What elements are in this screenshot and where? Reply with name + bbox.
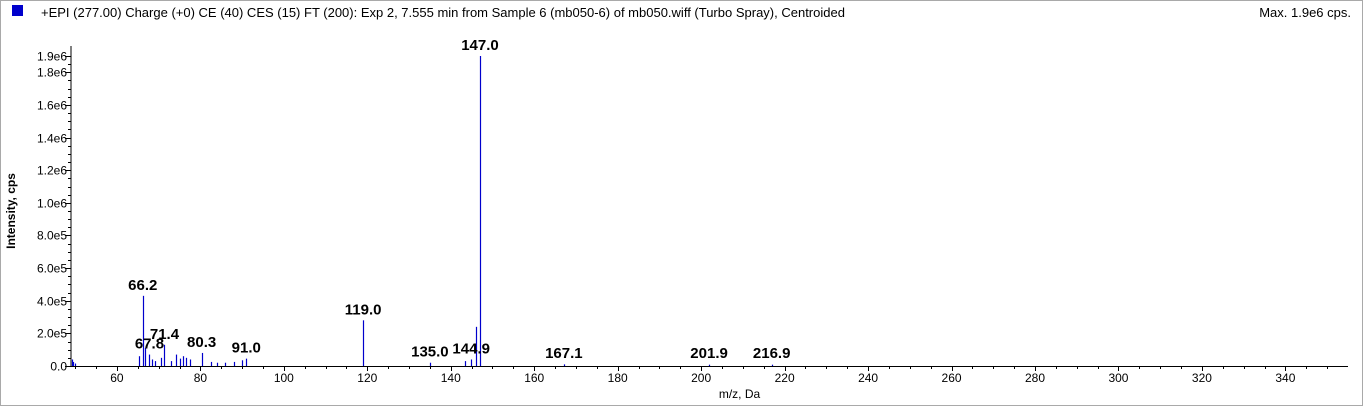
y-tick-label: 0.0 (50, 360, 67, 374)
peak-label-67.8: 67.8 (135, 336, 164, 353)
peak-label-147.0: 147.0 (461, 37, 499, 54)
x-tick-label: 80 (194, 371, 208, 385)
peak-label-119.0: 119.0 (345, 301, 382, 318)
x-axis-ticks: 60 80 100 120 140 160 180 200 220 240 260 280 300 320… (75, 366, 1328, 385)
x-tick-label: 300 (1108, 371, 1128, 385)
y-tick-label: 1.0e6 (37, 197, 67, 211)
x-tick-label: 180 (608, 371, 628, 385)
y-axis-ticks: 0.0 2.0e5 4.0e5 6.0e5 8.0e5 1.0e6 1.2e6 1.4e6 1.… (37, 50, 71, 374)
peak-label-167.1: 167.1 (545, 345, 583, 362)
x-tick-label: 240 (858, 371, 878, 385)
y-tick-label: 2.0e5 (37, 327, 67, 341)
x-tick-label: 60 (110, 371, 124, 385)
y-tick-label: 1.6e6 (37, 99, 67, 113)
x-tick-label: 320 (1192, 371, 1212, 385)
peak-label-71.4: 71.4 (150, 326, 180, 343)
y-axis-title: Intensity, cps (4, 173, 18, 249)
series-color-swatch[interactable] (12, 5, 23, 16)
axes (70, 46, 1348, 367)
y-tick-label: 1.2e6 (37, 164, 67, 178)
x-tick-label: 200 (691, 371, 711, 385)
peak-label-91.0: 91.0 (232, 340, 261, 357)
peak-label-66.2: 66.2 (128, 277, 157, 294)
max-intensity-label: Max. 1.9e6 cps. (1259, 5, 1351, 20)
y-tick-label: 4.0e5 (37, 295, 67, 309)
x-tick-label: 220 (775, 371, 795, 385)
x-tick-label: 140 (441, 371, 461, 385)
x-tick-label: 120 (357, 371, 377, 385)
x-tick-label: 280 (1025, 371, 1045, 385)
peak-labels: 66.2 67.871.4 80.3 91.0 119.0 135.0 144.9 147.0… (128, 37, 790, 362)
peaks (71, 56, 774, 366)
y-tick-label: 6.0e5 (37, 262, 67, 276)
x-tick-label: 340 (1275, 371, 1295, 385)
peak-label-201.9: 201.9 (690, 345, 728, 362)
peak-label-216.9: 216.9 (753, 345, 791, 362)
peak-label-135.0: 135.0 (411, 344, 449, 361)
spectrum-title: +EPI (277.00) Charge (+0) CE (40) CES (1… (41, 5, 845, 20)
x-tick-label: 160 (524, 371, 544, 385)
y-tick-label: 1.9e6 (37, 50, 67, 64)
x-axis-title: m/z, Da (719, 387, 761, 401)
y-tick-label: 8.0e5 (37, 229, 67, 243)
x-tick-label: 100 (274, 371, 294, 385)
spectrum-header: +EPI (277.00) Charge (+0) CE (40) CES (1… (0, 0, 1363, 24)
y-tick-label: 1.4e6 (37, 132, 67, 146)
y-tick-label: 1.8e6 (37, 66, 67, 80)
peak-label-80.3: 80.3 (187, 334, 216, 351)
x-tick-label: 260 (942, 371, 962, 385)
peak-label-144.9: 144.9 (452, 340, 490, 357)
